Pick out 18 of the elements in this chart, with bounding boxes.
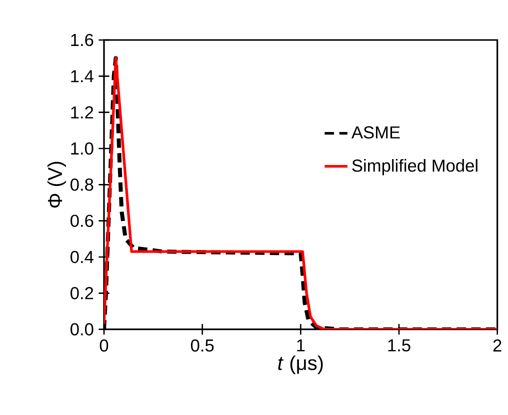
x-tick-label: 1 bbox=[297, 340, 305, 352]
y-tick-label: 1.6 bbox=[71, 34, 94, 46]
x-axis-title: t (μs) bbox=[278, 356, 323, 374]
legend-label: Simplified Model bbox=[352, 159, 478, 176]
y-tick-label: 0.6 bbox=[70, 214, 94, 228]
y-tick-label: 0.4 bbox=[70, 251, 94, 264]
x-tick-label: 1.5 bbox=[388, 340, 410, 352]
y-axis-title: Φ (V) bbox=[47, 162, 66, 208]
legend-label: ASME bbox=[351, 126, 400, 139]
x-tick-label: 0.5 bbox=[190, 340, 214, 352]
y-tick-label: 1.4 bbox=[71, 70, 94, 82]
y-tick-label: 1.2 bbox=[71, 106, 94, 119]
y-tick-label: 0.2 bbox=[70, 287, 94, 300]
x-tick-label: 2 bbox=[493, 340, 502, 352]
x-tick-label: 0 bbox=[100, 340, 108, 352]
y-tick-label: 0.8 bbox=[70, 178, 94, 191]
y-tick-label: 0.0 bbox=[70, 323, 94, 336]
y-tick-label: 1.0 bbox=[71, 142, 94, 155]
